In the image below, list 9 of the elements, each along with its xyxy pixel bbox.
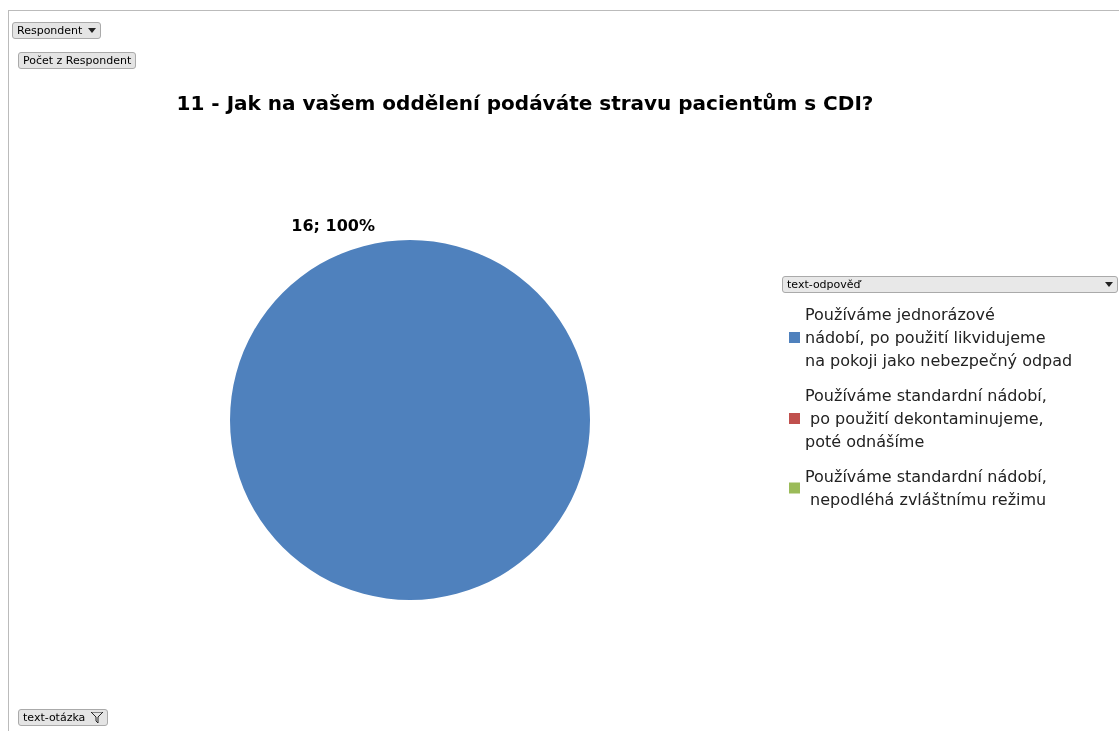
text: Respondent: [17, 24, 83, 37]
data-label: 16; 100%: [291, 215, 375, 235]
legend-label: Používáme standardní nádobí, nepodléhá zvláštnímu režimu: [805, 467, 1047, 509]
text: text-otázka: [23, 711, 86, 724]
text: Počet z Respondent: [23, 54, 132, 67]
chart-title: 11 - Jak na vašem oddělení podáváte stravu pacientům s CDI?: [176, 91, 874, 115]
legend-label: Používáme jednorázové nádobí, po použití likvidujeme na pokoji jako nebezpečný odpad: [805, 305, 1073, 370]
legend-title: text-odpověď: [787, 278, 861, 291]
legend-label: Používáme standardní nádobí, po použití dekontaminujeme, poté odnášíme: [805, 386, 1049, 451]
